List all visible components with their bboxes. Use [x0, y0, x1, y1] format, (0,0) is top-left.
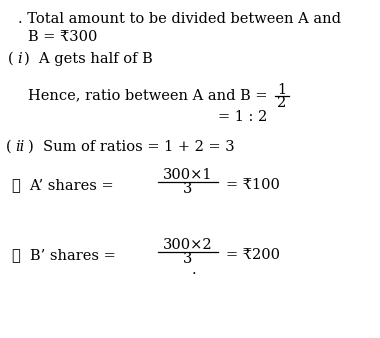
Text: ii: ii: [15, 140, 24, 154]
Text: 300×2: 300×2: [163, 238, 213, 252]
Text: )  A gets half of B: ) A gets half of B: [24, 52, 153, 66]
Text: 1: 1: [277, 83, 287, 97]
Text: = ₹100: = ₹100: [226, 178, 280, 192]
Text: 3: 3: [183, 252, 193, 266]
Text: (: (: [8, 52, 14, 66]
Text: 2: 2: [277, 96, 287, 110]
Text: i: i: [17, 52, 22, 66]
Text: ∴  B’ shares =: ∴ B’ shares =: [12, 248, 116, 262]
Text: . Total amount to be divided between A and: . Total amount to be divided between A a…: [18, 12, 341, 26]
Text: = ₹200: = ₹200: [226, 248, 280, 262]
Text: 300×1: 300×1: [163, 168, 213, 182]
Text: 3: 3: [183, 182, 193, 196]
Text: (: (: [6, 140, 12, 154]
Text: Hence, ratio between A and B =: Hence, ratio between A and B =: [28, 88, 268, 102]
Text: = 1 : 2: = 1 : 2: [218, 110, 267, 124]
Text: )  Sum of ratios = 1 + 2 = 3: ) Sum of ratios = 1 + 2 = 3: [28, 140, 234, 154]
Text: .: .: [192, 263, 196, 277]
Text: B = ₹300: B = ₹300: [28, 30, 97, 44]
Text: ∴  A’ shares =: ∴ A’ shares =: [12, 178, 114, 192]
